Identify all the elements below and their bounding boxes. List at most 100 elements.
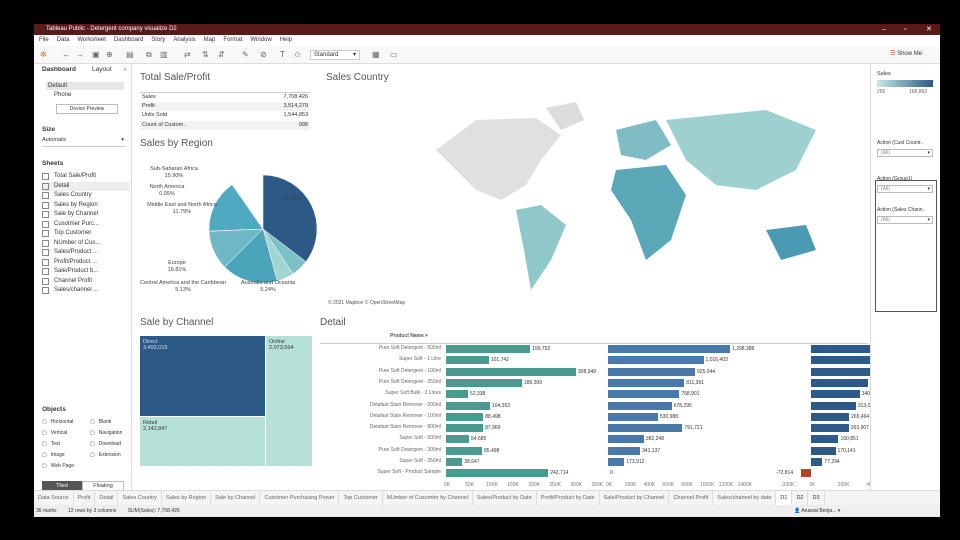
forward-icon[interactable]: → xyxy=(76,50,84,59)
sheet-tab[interactable]: Detail xyxy=(95,491,119,505)
sheet-tab[interactable]: Data Source xyxy=(34,491,74,505)
product-name[interactable]: Pure Soft Detergent - 100ml xyxy=(378,367,441,374)
duplicate-icon[interactable]: ⧉ xyxy=(146,50,152,59)
sales-bar[interactable] xyxy=(608,458,625,466)
sheet-tab[interactable]: Sales/channel by date xyxy=(713,491,777,505)
sales-bar[interactable] xyxy=(608,424,683,433)
sheet-item[interactable]: Sales Country xyxy=(42,191,130,200)
presentation-icon[interactable]: ▭ xyxy=(390,50,398,59)
units-bar[interactable] xyxy=(446,390,469,399)
sheet-item[interactable]: Cusotmer Purc... xyxy=(42,220,130,229)
units-bar[interactable] xyxy=(446,446,483,455)
product-name[interactable]: Pure Soft Detergent - 200ml xyxy=(378,446,441,453)
filter-dropdown[interactable]: (All) ▾ xyxy=(877,216,933,224)
sales-bar[interactable] xyxy=(608,378,685,387)
filter-dropdown[interactable]: (All) ▾ xyxy=(877,149,933,157)
device-default[interactable]: Default xyxy=(46,82,124,90)
product-name[interactable]: Pure Soft Detergent - 500ml xyxy=(378,345,441,351)
units-bar[interactable] xyxy=(446,356,489,365)
object-extension[interactable]: ▢ Extension xyxy=(90,452,121,458)
filter-dropdown[interactable]: (All) ▾ xyxy=(877,185,933,193)
sales-bar[interactable] xyxy=(608,401,672,410)
object-web-page[interactable]: ▢ Web Page xyxy=(42,463,74,469)
product-name[interactable]: Super Soft - 1 Litre xyxy=(399,356,441,363)
product-name[interactable]: Detafast Stain Remover - 100ml xyxy=(369,412,441,419)
units-bar[interactable] xyxy=(446,345,531,353)
product-name[interactable]: Pure Soft Detergent - 250ml xyxy=(378,378,441,385)
size-select[interactable]: Automatic ▾ xyxy=(42,137,126,147)
highlight-icon[interactable]: ✎ xyxy=(242,50,249,59)
sales-bar[interactable] xyxy=(608,446,641,455)
profit-bar[interactable] xyxy=(811,345,897,353)
object-image[interactable]: ▢ Image xyxy=(42,452,65,458)
device-phone[interactable]: Phone xyxy=(54,92,72,98)
new-datasource-icon[interactable]: ⊕ xyxy=(106,50,113,59)
object-blank[interactable]: ▢ Blank xyxy=(90,419,111,425)
object-download[interactable]: ▢ Download xyxy=(90,441,121,447)
swap-icon[interactable]: ⇄ xyxy=(184,50,191,59)
units-bar[interactable] xyxy=(446,401,490,410)
sheet-item[interactable]: Sale/Product b... xyxy=(42,267,130,276)
group-icon[interactable]: ⊘ xyxy=(260,50,267,59)
profit-bar[interactable] xyxy=(811,356,884,365)
sheet-item[interactable]: Sales by Region xyxy=(42,201,130,210)
units-bar[interactable] xyxy=(446,435,470,444)
pie-slice[interactable] xyxy=(208,184,264,232)
sheet-tab[interactable]: Top Customer xyxy=(339,491,383,505)
tab-dashboard[interactable]: Dashboard xyxy=(42,66,76,73)
units-bar[interactable] xyxy=(446,469,549,478)
object-horizontal[interactable]: ▢ Horizontal xyxy=(42,419,73,425)
menu-analysis[interactable]: Analysis xyxy=(173,37,196,43)
product-name[interactable]: Super Soft Bulk - 2 Litres xyxy=(385,390,441,397)
sheet-item[interactable]: NUmber of Cus... xyxy=(42,239,130,248)
profit-bar[interactable] xyxy=(801,469,812,478)
user-menu[interactable]: 👤 Anawat Benja... ▾ xyxy=(794,508,841,514)
sheet-item[interactable]: Sales/Product ... xyxy=(42,248,130,257)
device-preview-button[interactable]: Device Preview xyxy=(56,104,118,114)
menu-dashboard[interactable]: Dashboard xyxy=(113,37,144,43)
save-icon[interactable]: ▣ xyxy=(92,50,100,59)
product-name[interactable]: Super Soft - 500ml xyxy=(399,435,441,442)
sheet-tab[interactable]: NUmber of Cusomter by Channel xyxy=(383,491,474,505)
profit-bar[interactable] xyxy=(811,378,868,387)
sheet-tab[interactable]: Sale by Channel xyxy=(211,491,261,505)
object-navigation[interactable]: ▢ Navigation xyxy=(90,430,122,436)
profit-bar[interactable] xyxy=(811,435,839,444)
sales-bar[interactable] xyxy=(608,412,658,421)
menu-format[interactable]: Format xyxy=(223,37,243,43)
sales-country-map[interactable]: © 2021 Mapbox © OpenStreetMap xyxy=(326,90,866,308)
sheet-tab[interactable]: D3 xyxy=(808,491,825,505)
labels-icon[interactable]: T xyxy=(280,50,285,59)
tab-layout[interactable]: Layout xyxy=(92,66,112,73)
profit-bar[interactable] xyxy=(811,424,849,433)
profit-bar[interactable] xyxy=(811,412,850,421)
menu-data[interactable]: Data xyxy=(56,37,70,43)
close-button[interactable]: ✕ xyxy=(926,26,932,33)
sheet-tab[interactable]: D2 xyxy=(792,491,809,505)
sales-bar[interactable] xyxy=(608,356,704,365)
product-name[interactable]: Super Soft - 250ml xyxy=(399,458,441,464)
menu-file[interactable]: File xyxy=(39,37,49,43)
menu-window[interactable]: Window xyxy=(250,37,272,43)
profit-bar[interactable] xyxy=(811,390,860,399)
product-name[interactable]: Super Soft - Product Sample xyxy=(377,469,441,476)
sheet-tab[interactable]: D1 xyxy=(776,491,793,505)
menu-story[interactable]: Story xyxy=(151,37,166,43)
profit-bar[interactable] xyxy=(811,458,823,466)
sort-desc-icon[interactable]: ⇵ xyxy=(218,50,225,59)
clear-sheet-icon[interactable]: ▥ xyxy=(160,50,168,59)
units-bar[interactable] xyxy=(446,412,484,421)
sheet-tab[interactable]: Channel Profit xyxy=(669,491,714,505)
object-text[interactable]: ▢ Text xyxy=(42,441,60,447)
new-sheet-icon[interactable]: ▤ xyxy=(126,50,134,59)
sort-asc-icon[interactable]: ⇅ xyxy=(202,50,209,59)
units-bar[interactable] xyxy=(446,458,463,466)
product-name-header[interactable]: Product Name ⊧ xyxy=(390,333,428,339)
sheet-tab[interactable]: Sales by Region xyxy=(162,491,212,505)
treemap-retail[interactable]: Retail 2,142,847 xyxy=(140,417,265,466)
treemap-direct[interactable]: Direct 3,492,015 xyxy=(140,336,265,416)
sales-bar[interactable] xyxy=(608,345,731,353)
sheet-tab[interactable]: Sale/Product by Channel xyxy=(600,491,670,505)
sheet-item[interactable]: Sales/channel ... xyxy=(42,286,130,295)
product-name[interactable]: Detafast Stain Remover - 200ml xyxy=(369,401,441,408)
